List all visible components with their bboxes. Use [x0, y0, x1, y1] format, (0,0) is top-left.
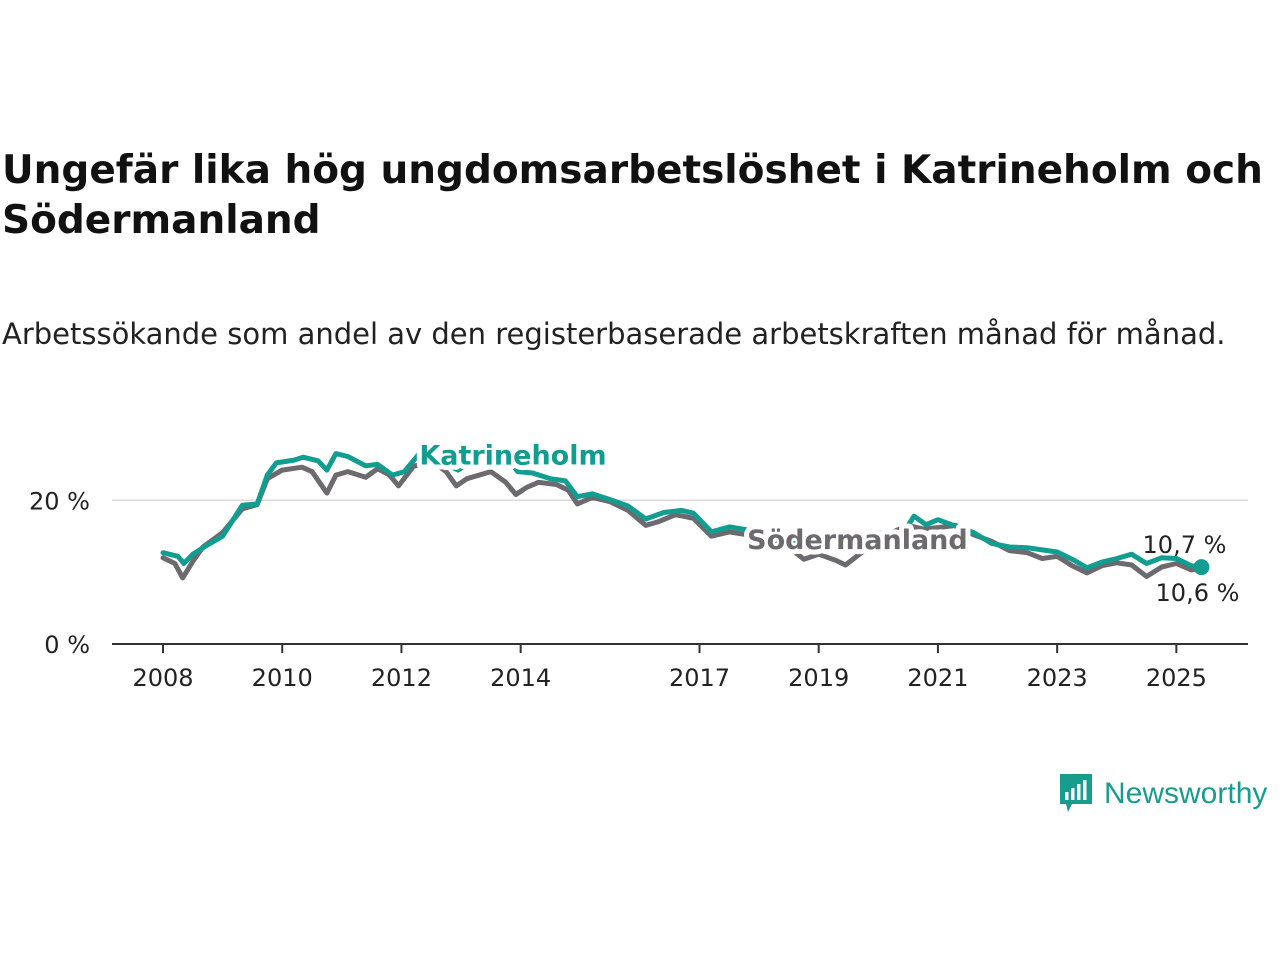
x-tick-label: 2025: [1146, 664, 1207, 692]
series-label-södermanland: Södermanland: [747, 525, 968, 556]
series-lines: [160, 443, 1210, 581]
series-line-katrineholm: [160, 443, 1204, 571]
newsworthy-logo: Newsworthy: [1058, 772, 1267, 816]
y-tick-label: 0 %: [44, 631, 90, 659]
series-line-södermanland: [160, 458, 1204, 581]
end-label-katrineholm: 10,7 %: [1143, 531, 1227, 559]
x-tick-label: 2012: [371, 664, 432, 692]
bar-chart-icon: [1060, 774, 1092, 812]
chart-subtitle: Arbetssökande som andel av den registerb…: [2, 317, 1226, 351]
x-tick-label: 2021: [907, 664, 968, 692]
x-tick-label: 2010: [252, 664, 313, 692]
chart-labels: 0 % 20 % 2008 2010 2012 2014 2017 2019 2021 2023 2…: [29, 435, 1240, 692]
series-label-katrineholm: Katrineholm: [419, 440, 606, 471]
x-axis: [112, 643, 1248, 653]
x-tick-label: 2014: [490, 664, 551, 692]
x-tick-label: 2019: [788, 664, 849, 692]
brand-name: Newsworthy: [1104, 777, 1268, 810]
chart-title: Ungefär lika hög ungdomsarbetslöshet i K…: [2, 148, 1263, 243]
end-point-marker: [1193, 559, 1210, 576]
end-label-sodermanland: 10,6 %: [1156, 579, 1240, 607]
annotation-halo: Södermanland: [747, 525, 968, 556]
x-tick-label: 2017: [669, 664, 730, 692]
line-chart: 0 % 20 % 2008 2010 2012 2014 2017 2019 2021 2023 2…: [29, 435, 1248, 692]
annotation-halo: Katrineholm: [419, 440, 606, 471]
x-tick-label: 2023: [1027, 664, 1088, 692]
y-tick-label: 20 %: [29, 487, 90, 515]
x-tick-label: 2008: [132, 664, 193, 692]
